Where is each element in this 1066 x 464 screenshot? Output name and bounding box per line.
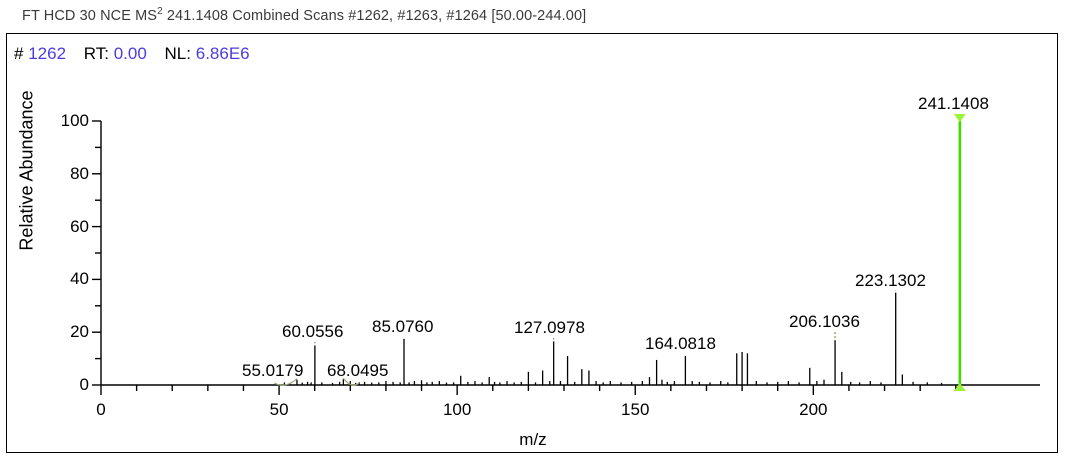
y-axis-tick-label: 20 — [70, 322, 89, 342]
peak-label: 241.1408 — [918, 94, 989, 113]
rt-label: RT: — [83, 44, 109, 63]
precursor-marker-bottom — [953, 383, 966, 391]
peak-label: 85.0760 — [372, 317, 434, 336]
spectrum-title: FT HCD 30 NCE MS2 241.1408 Combined Scan… — [22, 6, 586, 24]
peak-label: 223.1302 — [855, 271, 926, 290]
peak-label: 68.0495 — [327, 361, 389, 380]
spectrum-title-bar: FT HCD 30 NCE MS2 241.1408 Combined Scan… — [0, 0, 1066, 30]
title-prefix: FT HCD 30 NCE MS — [22, 7, 158, 24]
peak-label: 164.0818 — [645, 334, 716, 353]
x-axis-tick-label: 0 — [96, 400, 106, 419]
title-suffix: 241.1408 Combined Scans #1262, #1263, #1… — [162, 7, 587, 24]
precursor-marker-top — [953, 114, 966, 122]
nl-value: 6.86E6 — [195, 44, 250, 63]
y-axis-tick-label: 60 — [70, 216, 89, 236]
title-superscript: 2 — [157, 6, 163, 17]
x-axis-tick-label: 100 — [442, 400, 472, 419]
peak-label: 127.0978 — [514, 318, 585, 337]
peak-label: 55.0179 — [242, 361, 304, 380]
x-axis-tick-label: 200 — [799, 400, 828, 419]
x-axis-title: m/z — [519, 430, 547, 449]
peak-label: 206.1036 — [789, 312, 860, 331]
y-axis-tick-label: 0 — [79, 375, 89, 394]
rt-value: 0.00 — [113, 44, 147, 63]
y-axis-tick-label: 40 — [70, 269, 89, 289]
peak-label: 60.0556 — [282, 322, 344, 341]
nl-label: NL: — [164, 44, 191, 63]
peak-leader-line — [342, 377, 360, 386]
x-axis-tick-label: 150 — [621, 400, 650, 419]
peak-leader-line — [273, 378, 298, 386]
plot-frame — [6, 33, 1058, 453]
scan-number-value: 1262 — [28, 44, 67, 63]
y-axis-tick-label: 100 — [60, 111, 89, 130]
y-axis-tick-label: 80 — [70, 163, 89, 183]
hash-symbol: # — [14, 44, 24, 63]
x-axis-tick-label: 50 — [269, 400, 289, 419]
scan-info-header: # 1262 RT: 0.00 NL: 6.86E6 — [14, 44, 250, 64]
